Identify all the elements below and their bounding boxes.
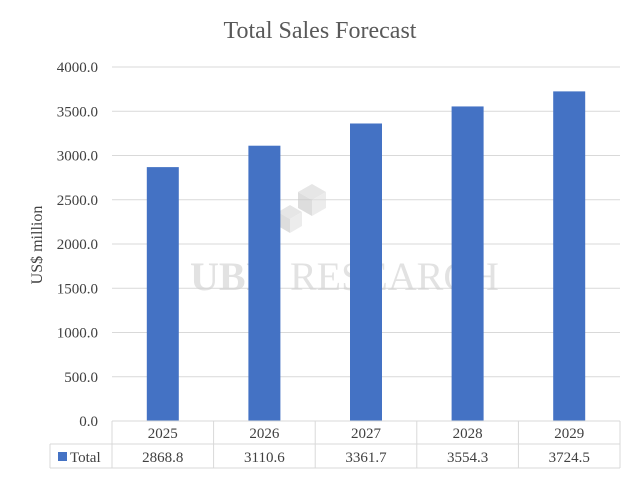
table-value: 3361.7 bbox=[345, 450, 387, 466]
y-tick-label: 3500.0 bbox=[57, 104, 98, 120]
x-category-label: 2029 bbox=[554, 426, 584, 442]
y-tick-label: 1000.0 bbox=[57, 326, 98, 342]
x-category-label: 2028 bbox=[453, 426, 483, 442]
y-axis-title: US$ million bbox=[29, 206, 46, 285]
bar-2029 bbox=[553, 91, 586, 422]
bar-2026 bbox=[248, 145, 281, 421]
table-value: 2868.8 bbox=[142, 450, 183, 466]
bar-2028 bbox=[451, 106, 484, 421]
y-tick-label: 0.0 bbox=[79, 414, 98, 430]
legend-label: Total bbox=[70, 450, 101, 466]
bars bbox=[146, 91, 586, 422]
chart-title: Total Sales Forecast bbox=[224, 18, 417, 44]
bar-2025 bbox=[146, 167, 179, 421]
cube-logo-icon bbox=[278, 184, 326, 233]
bar-2027 bbox=[350, 123, 382, 421]
x-category-label: 2027 bbox=[351, 426, 382, 442]
y-tick-label: 3000.0 bbox=[57, 149, 98, 165]
data-table: 2025 2868.8 2026 3110.6 2027 3361.7 2028 3554.3… bbox=[49, 420, 621, 469]
x-category-label: 2025 bbox=[148, 426, 178, 442]
y-tick-label: 4000.0 bbox=[57, 60, 98, 76]
y-tick-label: 2500.0 bbox=[57, 193, 98, 209]
y-tick-label: 500.0 bbox=[64, 370, 98, 386]
legend-swatch bbox=[58, 452, 67, 461]
y-tick-label: 2000.0 bbox=[57, 237, 98, 253]
table-value: 3110.6 bbox=[244, 450, 285, 466]
x-category-label: 2026 bbox=[249, 426, 280, 442]
table-value: 3724.5 bbox=[549, 450, 590, 466]
y-tick-label: 1500.0 bbox=[57, 281, 98, 297]
table-value: 3554.3 bbox=[447, 450, 488, 466]
y-tick-labels: 0.0 500.0 1000.0 1500.0 2000.0 2500.0 3000.0 35… bbox=[57, 60, 98, 430]
